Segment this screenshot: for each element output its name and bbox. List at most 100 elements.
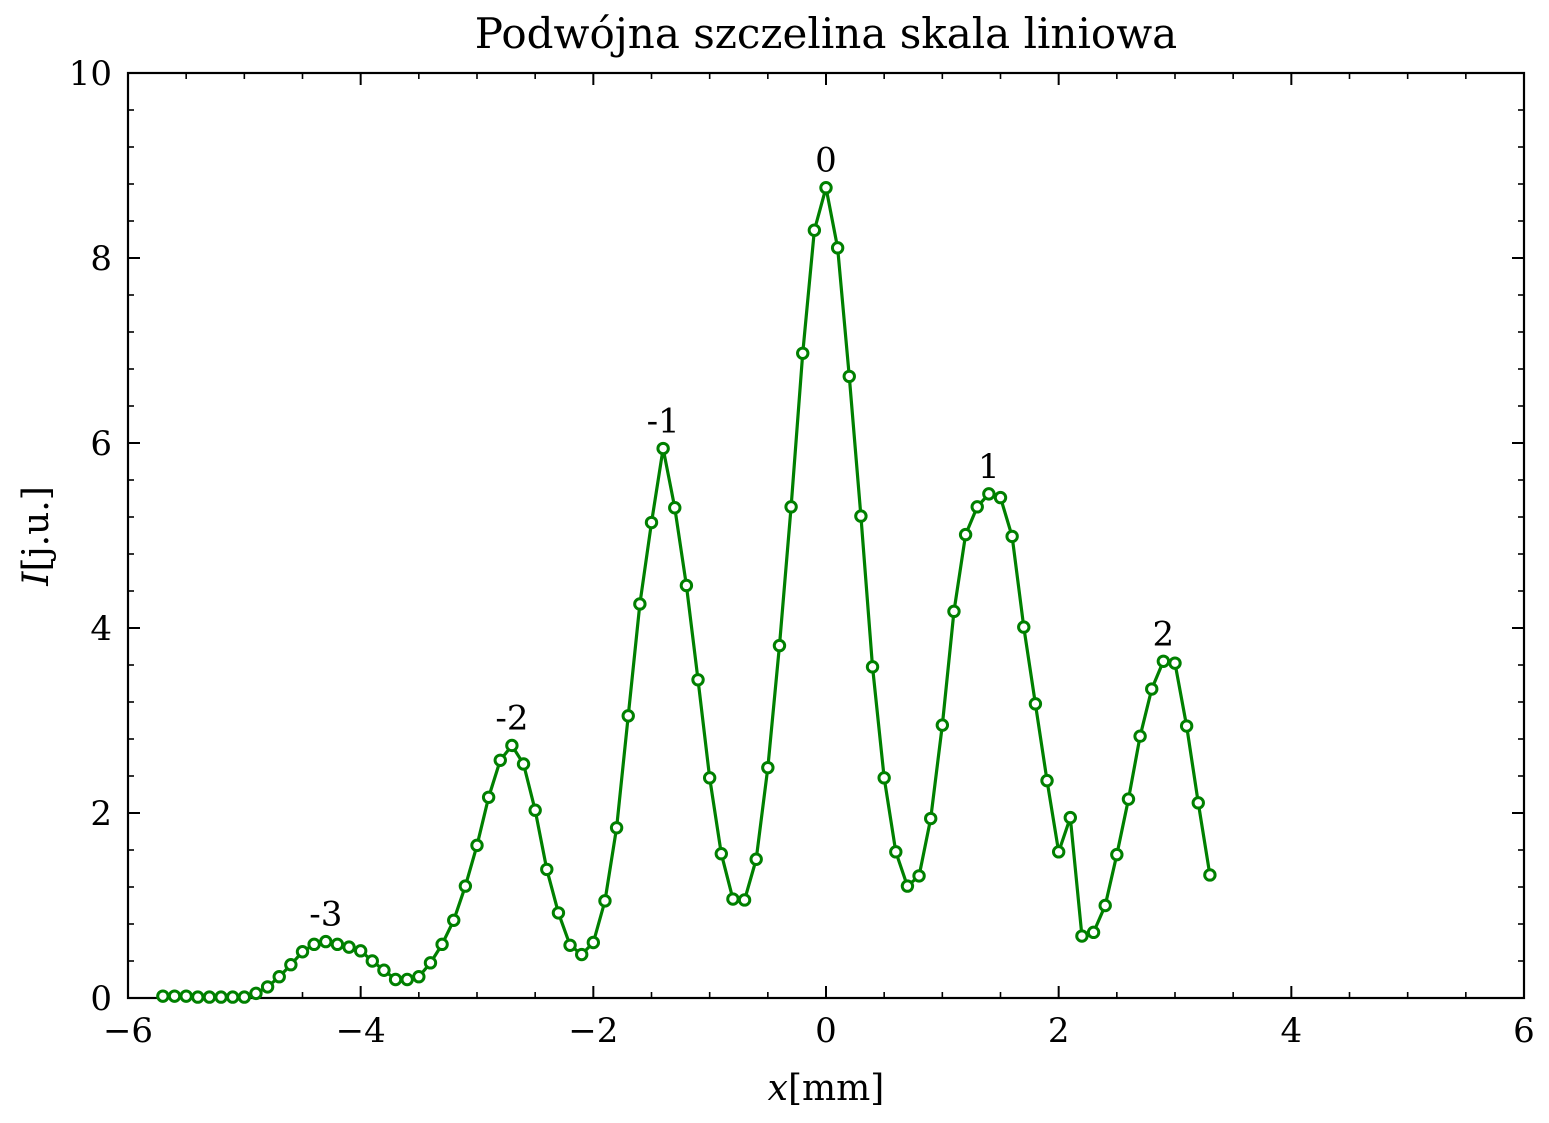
data-point xyxy=(947,604,961,619)
data-point xyxy=(749,852,763,866)
data-point xyxy=(726,892,740,906)
x-axis-unit: [mm] xyxy=(788,1068,884,1109)
data-point xyxy=(342,940,356,954)
data-point xyxy=(1145,682,1159,696)
data-point xyxy=(784,500,798,514)
data-point xyxy=(237,990,252,1004)
data-point xyxy=(435,937,449,952)
data-point xyxy=(528,803,542,817)
plot-frame xyxy=(126,71,1526,1000)
data-point xyxy=(656,441,670,456)
data-point xyxy=(191,990,205,1004)
data-point xyxy=(644,515,659,530)
x-tick-label: 4 xyxy=(1281,1011,1303,1051)
peak-order-label: 2 xyxy=(1153,614,1175,654)
data-point xyxy=(761,760,775,775)
peak-order-label: -2 xyxy=(495,698,528,738)
data-point xyxy=(958,527,973,542)
peak-annotations: -3 -2 -1 0 1 2 xyxy=(309,141,1174,935)
data-point xyxy=(702,771,717,785)
data-point xyxy=(481,790,496,804)
data-point xyxy=(679,578,694,593)
data-point xyxy=(284,958,298,972)
data-point xyxy=(1110,847,1124,862)
data-point xyxy=(1086,925,1101,940)
data-point xyxy=(493,753,507,767)
data-point xyxy=(1168,656,1182,670)
axis-ticks xyxy=(127,72,1525,999)
data-point xyxy=(982,487,996,501)
x-tick-label: −2 xyxy=(568,1011,618,1051)
y-axis-label: I[j.u.] xyxy=(16,486,57,587)
data-point xyxy=(1028,697,1043,711)
y-tick-label: 10 xyxy=(69,54,112,94)
x-axis-variable: x xyxy=(768,1068,788,1109)
data-point xyxy=(1017,620,1031,634)
data-point xyxy=(737,893,752,907)
data-point xyxy=(1040,773,1054,788)
data-point xyxy=(877,771,891,785)
data-point xyxy=(912,869,926,883)
peak-order-label: 0 xyxy=(815,141,837,181)
data-point xyxy=(1063,810,1078,825)
data-point xyxy=(214,990,228,1004)
chart-title: Podwójna szczelina skala liniowa xyxy=(475,9,1177,58)
x-tick-label: −4 xyxy=(336,1011,386,1051)
data-point xyxy=(505,738,519,753)
data-point xyxy=(307,937,321,952)
data-point xyxy=(1156,654,1171,668)
data-point xyxy=(830,241,845,255)
data-point xyxy=(900,879,915,893)
y-axis-unit: [j.u.] xyxy=(16,486,57,571)
x-tick-label: −6 xyxy=(103,1011,153,1051)
data-point xyxy=(179,989,193,1003)
y-tick-label: 8 xyxy=(90,239,112,279)
data-point xyxy=(691,673,705,687)
data-point xyxy=(575,947,589,962)
y-tick-label: 0 xyxy=(90,979,112,1019)
data-point xyxy=(400,972,414,987)
data-point xyxy=(330,937,345,952)
peak-order-label: -3 xyxy=(309,895,342,935)
data-point xyxy=(586,935,601,950)
data-point xyxy=(516,757,531,771)
data-point xyxy=(842,369,856,384)
data-point xyxy=(365,954,379,968)
data-point xyxy=(1191,796,1205,810)
x-tick-label: 2 xyxy=(1048,1011,1070,1051)
data-point xyxy=(609,821,624,835)
data-point xyxy=(377,963,391,977)
x-axis-label: x[mm] xyxy=(768,1068,885,1109)
data-point xyxy=(865,660,880,674)
series-line xyxy=(162,186,1212,999)
data-point xyxy=(470,838,484,853)
data-point xyxy=(226,990,240,1004)
y-tick-label: 6 xyxy=(90,424,112,464)
data-point xyxy=(353,944,368,958)
peak-order-label: 1 xyxy=(978,447,1000,487)
data-point xyxy=(1051,845,1066,859)
data-point xyxy=(551,906,566,920)
data-point xyxy=(935,718,950,732)
data-point xyxy=(668,501,682,515)
data-point xyxy=(167,989,182,1003)
data-point xyxy=(633,597,647,611)
data-point xyxy=(1121,792,1136,806)
x-tick-label: 6 xyxy=(1513,1011,1535,1051)
data-point xyxy=(889,845,903,859)
data-point xyxy=(447,913,461,927)
data-point xyxy=(854,509,868,523)
data-point xyxy=(202,990,217,1004)
data-point xyxy=(1133,729,1147,743)
data-series xyxy=(156,181,1217,1004)
data-point xyxy=(319,934,333,949)
peak-order-label: -1 xyxy=(647,402,680,442)
data-point xyxy=(295,945,310,959)
data-point xyxy=(1005,529,1019,544)
data-point xyxy=(621,709,635,723)
data-point xyxy=(807,223,822,237)
data-point xyxy=(423,956,438,970)
data-point xyxy=(272,970,286,984)
